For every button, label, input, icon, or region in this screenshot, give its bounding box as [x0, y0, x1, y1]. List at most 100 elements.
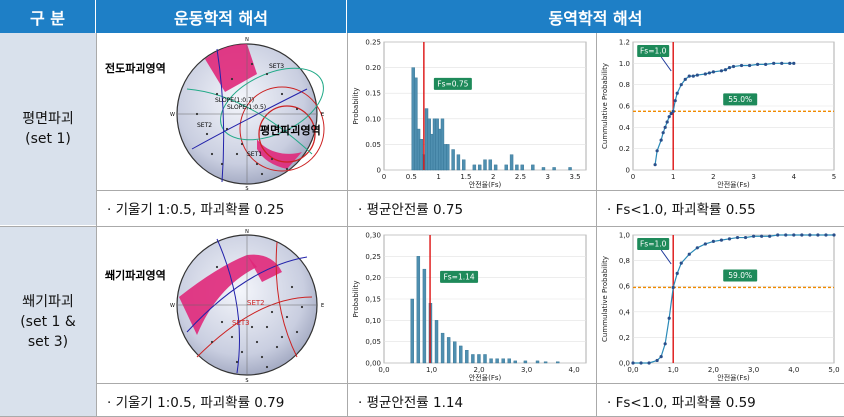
fs-badge [637, 45, 670, 57]
data-point [691, 74, 695, 78]
x-tick-label: 3,0 [521, 366, 532, 374]
data-point [671, 285, 675, 290]
y-axis-label: Probability [352, 280, 360, 317]
bar [556, 361, 560, 364]
bar [552, 167, 556, 171]
y-tick-label: 0.20 [365, 64, 381, 72]
x-tick-label: 5,0 [828, 366, 839, 374]
y-tick-label: 0,2 [619, 334, 630, 342]
x-tick-label: 3 [751, 173, 755, 181]
data-point [752, 234, 756, 238]
compass-n: N [245, 229, 249, 235]
plot-area [632, 234, 835, 364]
header-category: 구 분 [0, 0, 96, 33]
compass-w: W [170, 303, 175, 309]
bar [456, 154, 461, 171]
data-point [663, 125, 667, 129]
cum-chart-cell-1: 0 0.2 0.4 0.6 0.8 1.0 1.2 0 1 2 3 4 5 안전율(Fs) Cummulat… [597, 34, 844, 190]
data-point [727, 237, 732, 241]
prob-chart-cell-1: 0 0.05 0.10 0.15 0.20 0.25 0 0.5 1 1.5 2 2.5 3 3.5 안전율… [348, 34, 596, 190]
stereonet-planar: N E S W 전도파괴영역 평면파괴영역 SET3 SLOPE(1:0.7) … [105, 37, 325, 192]
caption-mean-1: · 평균안전률 0.75 [348, 191, 596, 225]
data-point [695, 246, 699, 250]
bar [483, 159, 487, 171]
y-tick-label: 0,10 [365, 317, 381, 325]
wedge-zone-label: 쐐기파괴영역 [105, 268, 166, 282]
data-point [661, 131, 665, 135]
pct-badge-text: 59.0% [728, 271, 752, 280]
pole-points [210, 265, 304, 369]
label-slope-05: SLOPE(1:0.5) [227, 104, 266, 111]
row-label-line2: (set 1 & [20, 313, 76, 330]
pct-badge [723, 93, 758, 106]
data-point [711, 239, 715, 243]
data-point [703, 72, 707, 76]
compass-e: E [321, 112, 324, 118]
y-tick-label: 1,0 [619, 232, 630, 240]
bar [471, 354, 475, 364]
label-set2: SET2 [197, 122, 212, 129]
pct-badge [723, 269, 758, 282]
data-point [669, 111, 673, 116]
bar [568, 167, 572, 171]
data-point [679, 83, 683, 87]
data-point [631, 361, 635, 365]
y-axis-label: Cummulative Probability [601, 256, 609, 342]
data-point [808, 233, 812, 237]
x-tick-label: 1,0 [426, 366, 437, 374]
data-point [747, 63, 752, 68]
data-point [772, 61, 776, 65]
grid-line [96, 383, 844, 384]
bar [493, 164, 498, 171]
bar [410, 298, 414, 364]
grid-line [96, 190, 844, 191]
stereonet-wedge: N E S W 쐐기파괴영역 SET2 SET3 [105, 229, 324, 384]
y-tick-label: 0,8 [619, 257, 630, 265]
data-point [683, 77, 687, 81]
bar [513, 360, 518, 364]
fs-badge-text: Fs=1.0 [640, 240, 667, 249]
y-tick-label: 0.4 [619, 124, 631, 132]
x-tick-label: 4,0 [788, 366, 799, 374]
y-tick-label: 0,30 [365, 232, 381, 240]
x-tick-label: 4 [792, 173, 797, 181]
bar [434, 320, 439, 364]
data-point [673, 99, 677, 103]
bar [472, 164, 477, 171]
data-point [723, 68, 728, 72]
data-point [792, 61, 796, 65]
bar [531, 164, 535, 171]
row-label-line1: 평면파괴 [22, 111, 74, 127]
compass-s: S [245, 186, 248, 190]
compass-w: W [170, 112, 175, 118]
compass-s: S [245, 378, 248, 383]
y-tick-label: 1.2 [619, 39, 630, 47]
data-point [659, 138, 663, 142]
pct-badge-text: 55.0% [728, 95, 752, 104]
stereonet-cell-2: N E S W 쐐기파괴영역 SET2 SET3 [97, 227, 347, 384]
data-point [647, 361, 651, 365]
y-tick-label: 0,15 [365, 296, 381, 304]
data-point [675, 271, 679, 275]
data-point [816, 233, 820, 237]
x-tick-label: 0 [631, 173, 635, 181]
data-point [792, 233, 796, 237]
x-axis-label: 안전율(Fs) [717, 373, 750, 382]
fs-badge [637, 238, 670, 250]
data-point [768, 234, 772, 238]
data-point [735, 235, 740, 240]
bar [446, 144, 450, 171]
x-tick-label: 2,0 [708, 366, 719, 374]
data-point [743, 235, 748, 240]
x-tick-label: 1 [436, 173, 440, 181]
x-tick-label: 1.5 [460, 173, 471, 181]
x-tick-label: 3 [546, 173, 550, 181]
x-tick-label: 0,0 [378, 366, 389, 374]
data-point [719, 238, 724, 242]
data-point [760, 234, 764, 238]
x-tick-label: 2 [491, 173, 495, 181]
bar [462, 159, 466, 171]
x-axis-label: 안전율(Fs) [717, 180, 750, 189]
bar [501, 358, 505, 364]
